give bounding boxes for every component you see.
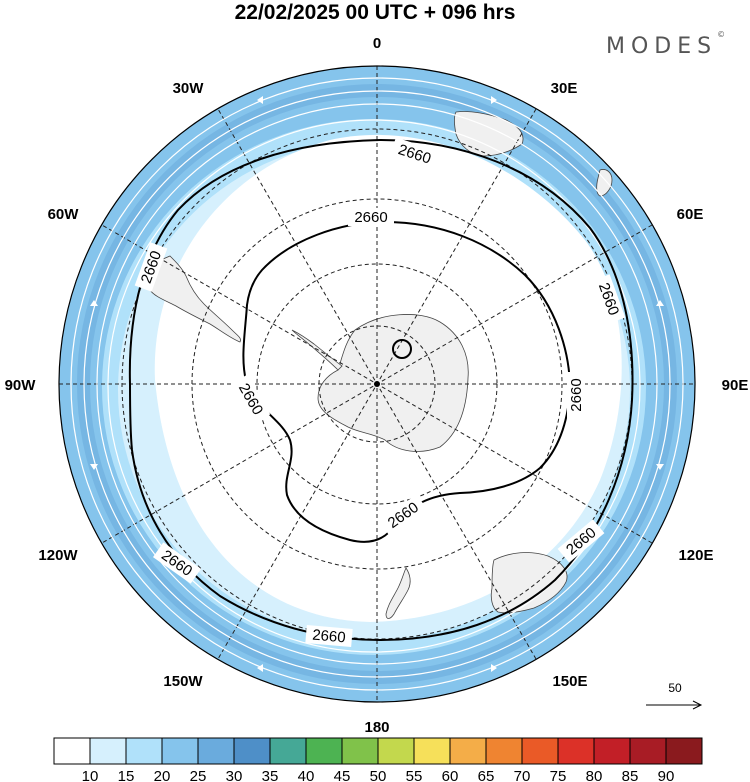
contour-label-bg xyxy=(152,542,202,584)
latitude-circle xyxy=(256,263,498,505)
colorbar-tick-label: 40 xyxy=(298,768,315,782)
map-border xyxy=(58,65,696,703)
colorbar-tick-label: 70 xyxy=(514,768,531,782)
contour-label: 2660 xyxy=(312,627,347,647)
colorbar-swatch xyxy=(341,737,379,765)
contour-label-bg xyxy=(305,625,353,647)
contour-label-bg xyxy=(348,208,394,226)
australia-landmass xyxy=(490,552,568,614)
modes-logo: MODES© xyxy=(606,30,725,59)
contour-label-bg xyxy=(231,374,271,424)
lon-label-60w: 60W xyxy=(48,206,80,223)
streamline-arrowhead xyxy=(656,300,664,306)
landmasses xyxy=(148,111,613,619)
colorbar-swatch xyxy=(197,737,235,765)
streamline-arrowhead xyxy=(90,300,98,306)
colorbar-tick-label: 20 xyxy=(154,768,171,782)
lon-label-90w: 90W xyxy=(5,377,37,394)
streamline-arrowhead xyxy=(257,96,263,104)
lon-label-0: 0 xyxy=(373,35,381,52)
colorbar-swatch xyxy=(161,737,199,765)
wind-streamlines xyxy=(70,77,684,691)
reference-vector: 50 xyxy=(646,681,703,710)
colorbar-swatch xyxy=(413,737,451,765)
copyright-mark: © xyxy=(717,30,726,39)
colorbar-tick-label: 55 xyxy=(406,768,423,782)
lon-label-30w: 30W xyxy=(173,80,205,97)
colorbar-tick-label: 10 xyxy=(82,768,99,782)
streamline-ring xyxy=(83,90,671,678)
contour-label: 2660 xyxy=(568,378,585,411)
colorbar-swatch xyxy=(629,737,667,765)
colorbar-swatch xyxy=(521,737,559,765)
reference-vector-label: 50 xyxy=(668,681,682,695)
colorbar-swatch xyxy=(557,737,595,765)
colorbar-swatch xyxy=(89,737,127,765)
colorbar: 10 15 20 25 30 35 40 45 50 55 60 65 70 75 80 85 90 xyxy=(53,737,703,782)
contour-label: 2660 xyxy=(354,209,387,226)
colorbar-tick-label: 65 xyxy=(478,768,495,782)
antarctica-landmass xyxy=(317,314,469,452)
longitude-labels: 0 30E 60E 90E 120E 150E 180 150W 120W 90… xyxy=(5,35,749,736)
arrow-right-icon xyxy=(646,700,703,710)
colorbar-swatch xyxy=(305,737,343,765)
colorbar-tick-label: 75 xyxy=(550,768,567,782)
contour-label-bg xyxy=(557,519,605,563)
contour-label-bg xyxy=(378,494,428,536)
colorbar-tick-label: 35 xyxy=(262,768,279,782)
antarctic-peninsula xyxy=(291,329,343,371)
colorbar-tick-label: 50 xyxy=(370,768,387,782)
brand-text: MODES xyxy=(606,34,718,59)
streamline-arrowhead xyxy=(656,464,664,470)
colorbar-tick-label: 85 xyxy=(622,768,639,782)
dot-icon xyxy=(374,381,380,387)
latitude-circle xyxy=(318,325,436,443)
colorbar-swatch xyxy=(665,737,703,765)
streamline-ring xyxy=(70,77,684,691)
colorbar-swatch xyxy=(593,737,631,765)
lon-label-90e: 90E xyxy=(722,377,749,394)
streamline-arrowhead xyxy=(491,96,497,104)
streamline-ring xyxy=(107,119,641,653)
madagascar-landmass xyxy=(596,169,613,197)
colorbar-tick-label: 25 xyxy=(190,768,207,782)
lon-label-60e: 60E xyxy=(677,206,704,223)
map-title: 22/02/2025 00 UTC + 096 hrs xyxy=(234,1,516,24)
contour-2660-outer xyxy=(128,138,634,642)
colorbar-tick-label: 45 xyxy=(334,768,351,782)
colorbar-tick-label: 80 xyxy=(586,768,603,782)
lon-label-150e: 150E xyxy=(552,673,587,690)
streamline-arrowhead xyxy=(90,464,98,470)
colorbar-swatch xyxy=(233,737,271,765)
colorbar-tick-label: 60 xyxy=(442,768,459,782)
contour-label-bg xyxy=(134,242,168,292)
colorbar-swatch xyxy=(125,737,163,765)
contour-label-bg xyxy=(390,137,440,169)
contour-2660-small-loop xyxy=(392,339,412,359)
south-america-landmass xyxy=(148,255,241,343)
lon-label-120e: 120E xyxy=(678,547,713,564)
colorbar-tick-label: 90 xyxy=(658,768,675,782)
streamline-ring xyxy=(96,103,658,665)
colorbar-tick-label: 15 xyxy=(118,768,135,782)
colorbar-swatch xyxy=(485,737,523,765)
contour-label-bg xyxy=(592,274,626,324)
streamline-arrowhead xyxy=(491,664,497,672)
lon-label-150w: 150W xyxy=(163,673,203,690)
lon-label-30e: 30E xyxy=(551,80,578,97)
lon-label-180: 180 xyxy=(364,719,389,736)
colorbar-swatch xyxy=(269,737,307,765)
streamline-arrowhead xyxy=(257,664,263,672)
colorbar-swatch xyxy=(53,737,91,765)
contour-label-bg xyxy=(567,372,585,418)
lon-label-120w: 120W xyxy=(38,547,78,564)
new-zealand-landmass xyxy=(385,567,411,619)
colorbar-tick-label: 30 xyxy=(226,768,243,782)
colorbar-swatch xyxy=(449,737,487,765)
colorbar-swatch xyxy=(377,737,415,765)
